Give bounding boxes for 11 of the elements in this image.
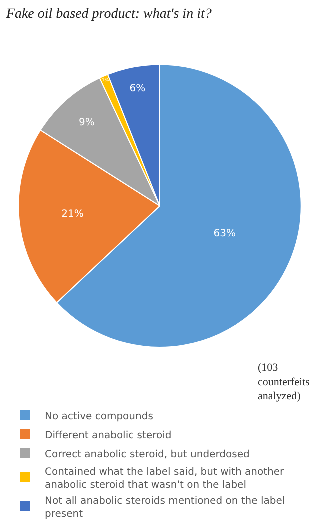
legend-label: Not all anabolic steroids mentioned on the label present — [45, 496, 286, 520]
legend-label: Different anabolic steroid — [45, 430, 172, 442]
data-label: 6% — [130, 84, 146, 95]
text: (103 counterfeits analyzed) — [258, 362, 310, 403]
legend-label: Correct anabolic steroid, but underdosed — [45, 449, 250, 460]
legend-label: No active compounds — [45, 411, 154, 422]
data-label: 9% — [78, 118, 95, 129]
legend-label: Contained what the label said, but with another anabolic steroid that wasn't on the label — [45, 466, 285, 491]
data-label: 63% — [214, 228, 236, 240]
chart-title: Fake oil based product: what's in it? — [5, 6, 212, 22]
data-label: 21% — [62, 208, 84, 220]
